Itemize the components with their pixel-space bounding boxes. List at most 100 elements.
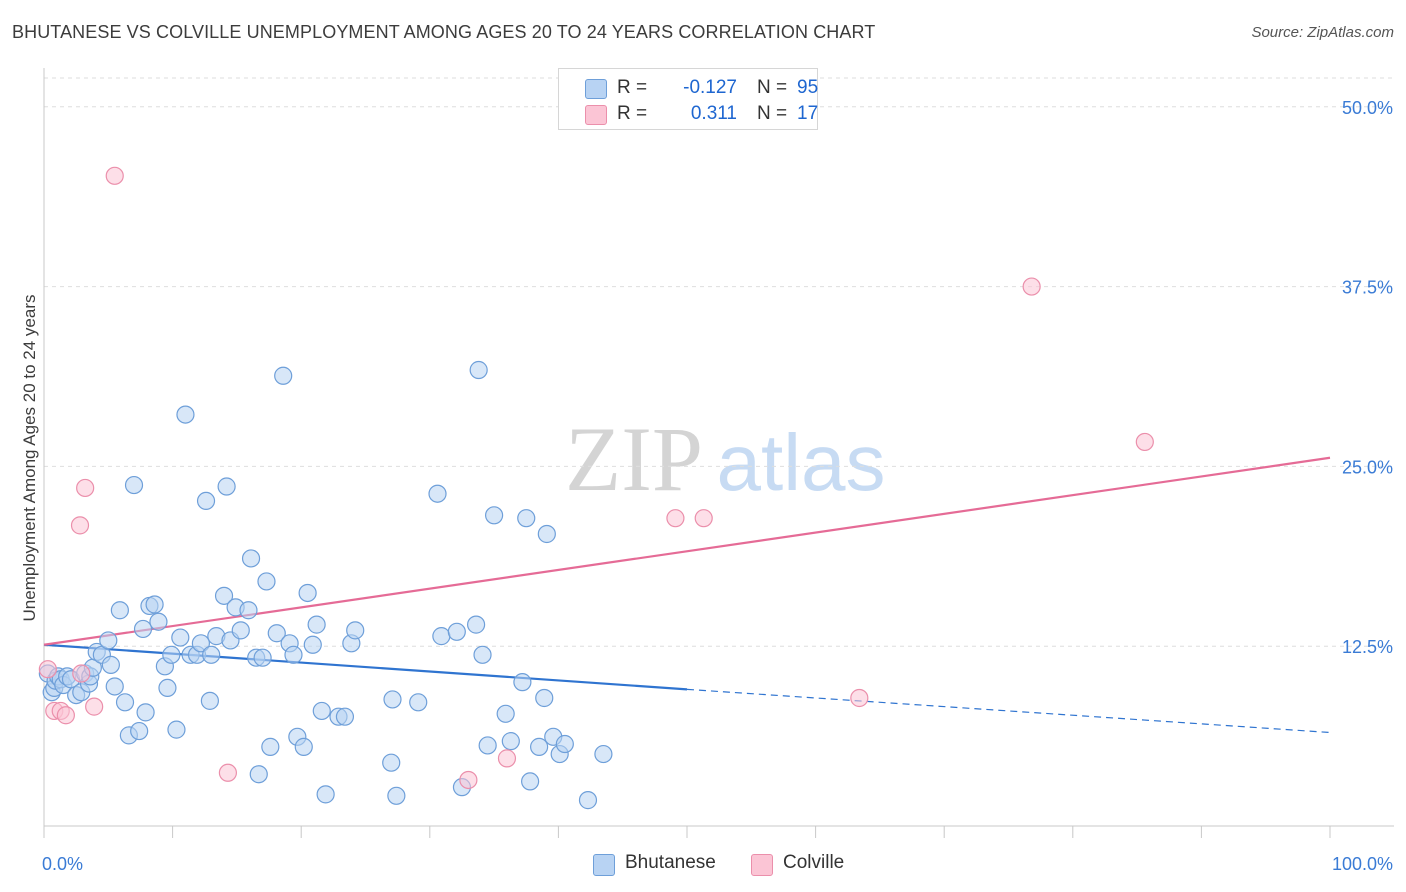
- bhutanese-trend-line: [43, 643, 688, 691]
- bhutanese-point: [274, 366, 293, 385]
- bhutanese-point: [485, 506, 504, 525]
- colville-point: [72, 664, 91, 683]
- colville-point: [694, 509, 713, 528]
- colville-point: [56, 706, 75, 725]
- bhutanese-point: [176, 405, 195, 424]
- y-tick-label: 37.5%: [1342, 278, 1393, 298]
- bhutanese-point: [303, 635, 322, 654]
- bhutanese-point: [241, 549, 261, 568]
- bhutanese-point: [469, 360, 488, 380]
- legend-n-value-colville: 17: [797, 103, 819, 124]
- correlation-legend: R = -0.127 N = 95 R = 0.311 N = 17: [558, 68, 818, 130]
- bhutanese-point: [105, 677, 124, 696]
- bhutanese-point: [202, 645, 221, 664]
- bhutanese-point: [466, 615, 486, 634]
- bhutanese-point: [316, 785, 335, 804]
- bhutanese-point: [432, 627, 451, 646]
- y-tick-label: 50.0%: [1342, 98, 1393, 118]
- bhutanese-point: [312, 701, 331, 721]
- colville-point: [850, 688, 869, 708]
- colville-point: [85, 697, 104, 716]
- bhutanese-point: [149, 612, 168, 631]
- bhutanese-point: [231, 621, 250, 640]
- colville-point: [666, 509, 685, 528]
- bhutanese-point: [383, 690, 402, 709]
- bhutanese-point: [167, 720, 186, 739]
- bhutanese-point: [409, 693, 428, 712]
- legend-r-value-colville: 0.311: [690, 103, 737, 124]
- chart-title: BHUTANESE VS COLVILLE UNEMPLOYMENT AMONG…: [12, 22, 876, 42]
- series-name-colville: Colville: [783, 852, 845, 873]
- series-name-bhutanese: Bhutanese: [625, 852, 716, 873]
- bhutanese-point: [136, 703, 155, 722]
- bhutanese-point: [196, 491, 216, 511]
- bhutanese-swatch: [593, 854, 615, 876]
- colville-point: [76, 478, 95, 498]
- legend-n-label: N =: [757, 103, 788, 124]
- bhutanese-point: [145, 595, 164, 614]
- bhutanese-point: [496, 704, 515, 723]
- bhutanese-point: [239, 601, 258, 620]
- bhutanese-point: [253, 648, 272, 667]
- legend-n-value-bhutanese: 95: [797, 77, 819, 98]
- y-axis-label: Unemployment Among Ages 20 to 24 years: [20, 294, 39, 622]
- bhutanese-point: [200, 691, 219, 710]
- bhutanese-point: [335, 707, 355, 726]
- bhutanese-point: [191, 634, 210, 653]
- watermark-atlas: atlas: [717, 418, 886, 507]
- colville-swatch: [751, 854, 773, 876]
- y-tick-label: 25.0%: [1342, 457, 1393, 477]
- bhutanese-point: [284, 645, 303, 664]
- bhutanese-point: [214, 586, 234, 605]
- bhutanese-point: [261, 737, 280, 756]
- bhutanese-point: [115, 693, 135, 712]
- colville-point: [38, 660, 57, 679]
- colville-point: [218, 763, 237, 782]
- bhutanese-point: [428, 484, 447, 503]
- legend-r-label: R =: [617, 77, 648, 98]
- colville-swatch: [585, 105, 607, 125]
- bhutanese-point: [521, 772, 540, 791]
- bhutanese-point: [99, 631, 118, 650]
- bhutanese-point: [382, 753, 401, 772]
- watermark-zip: ZIP: [565, 408, 703, 510]
- bhutanese-point: [478, 736, 497, 755]
- bhutanese-point: [249, 765, 268, 784]
- legend-r-label: R =: [617, 103, 648, 124]
- colville-point: [459, 770, 478, 790]
- colville-trend-line: [43, 456, 1331, 646]
- bhutanese-point: [257, 572, 276, 591]
- bhutanese-point: [307, 615, 326, 634]
- bhutanese-point: [447, 622, 466, 641]
- colville-point: [497, 749, 517, 768]
- bhutanese-point: [473, 645, 492, 664]
- y-tick-label: 12.5%: [1342, 637, 1393, 657]
- bhutanese-point: [267, 624, 286, 643]
- bhutanese-point: [294, 737, 313, 756]
- x-tick-label: 100.0%: [1332, 854, 1393, 874]
- source-credit: Source: ZipAtlas.com: [1251, 24, 1394, 41]
- bhutanese-point: [535, 688, 554, 708]
- x-tick-label: 0.0%: [42, 854, 83, 874]
- bhutanese-point: [171, 628, 190, 647]
- colville-point: [105, 166, 124, 185]
- bhutanese-point: [162, 645, 181, 664]
- bhutanese-point: [133, 619, 153, 639]
- bhutanese-point: [578, 791, 598, 810]
- legend-r-value-bhutanese: -0.127: [683, 77, 737, 98]
- bhutanese-point: [298, 583, 317, 603]
- bhutanese-point: [517, 509, 536, 528]
- bhutanese-point: [110, 601, 129, 620]
- colville-point: [1022, 277, 1041, 296]
- bhutanese-point: [501, 732, 520, 751]
- series-legend: Bhutanese Colville: [0, 852, 1406, 878]
- bhutanese-point: [530, 737, 549, 756]
- bhutanese-point: [537, 524, 556, 544]
- colville-point: [1135, 432, 1154, 452]
- bhutanese-point: [158, 678, 177, 698]
- bhutanese-point: [513, 673, 532, 692]
- bhutanese-point: [594, 744, 613, 764]
- bhutanese-point: [387, 786, 406, 805]
- bhutanese-trend-line-dashed: [686, 688, 1331, 734]
